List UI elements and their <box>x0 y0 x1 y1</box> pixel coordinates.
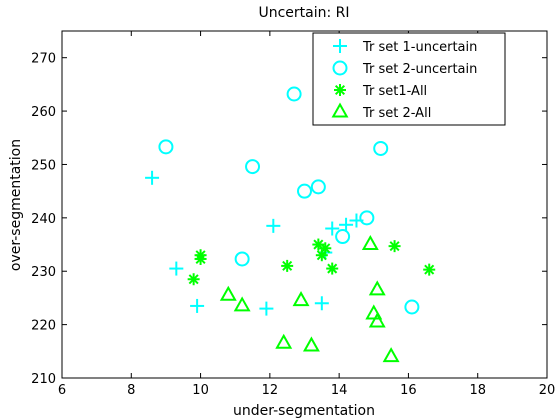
legend-entry: Tr set 2-All <box>362 106 431 121</box>
legend-marker <box>334 84 346 96</box>
legend-entry: Tr set1-All <box>362 84 427 99</box>
y-tick-label: 230 <box>31 265 56 280</box>
data-point-series-4 <box>302 336 320 352</box>
x-tick-label: 10 <box>192 383 209 398</box>
data-point-series-4 <box>382 347 400 363</box>
data-point-series-2 <box>373 140 389 156</box>
data-point-series-2 <box>335 229 351 245</box>
data-point-series-1 <box>259 301 274 316</box>
axis-ticks: 6 8 10 12 14 16 18 20 210 220 230 240 250 260 270 <box>31 31 555 398</box>
x-tick-label: 18 <box>469 383 486 398</box>
x-tick-label: 16 <box>400 383 417 398</box>
x-tick-label: 12 <box>262 383 279 398</box>
data-point-series-2 <box>359 210 375 226</box>
data-point-series-1 <box>145 170 160 185</box>
data-point-series-4 <box>361 234 379 251</box>
y-axis-label: over-segmentation <box>8 139 24 271</box>
data-point-series-4 <box>292 291 310 307</box>
x-axis-label: under-segmentation <box>233 403 375 419</box>
data-point-series-2 <box>245 159 261 175</box>
x-tick-label: 20 <box>539 383 556 398</box>
data-point-series-1 <box>266 218 281 233</box>
data-point-series-2 <box>310 179 326 195</box>
legend-marker <box>333 39 347 53</box>
x-tick-label: 8 <box>127 383 135 398</box>
legend-marker <box>332 60 348 76</box>
data-point-series-3 <box>281 259 294 272</box>
data-point-series-2 <box>404 299 420 315</box>
data-point-series-2 <box>297 183 312 199</box>
data-point-series-1 <box>314 296 329 311</box>
data-point-series-2 <box>234 251 250 267</box>
data-point-series-1 <box>190 298 205 313</box>
x-tick-label: 6 <box>58 383 66 398</box>
legend: Tr set 1-uncertain Tr set 2-uncertain Tr s… <box>312 32 506 126</box>
data-point-series-1 <box>169 261 184 276</box>
data-point-series-1 <box>339 217 354 232</box>
data-point-series-3 <box>319 242 332 255</box>
data-point-series-3 <box>187 273 200 286</box>
legend-entry: Tr set 1-uncertain <box>362 40 477 55</box>
data-point-series-4 <box>365 304 383 320</box>
y-tick-label: 250 <box>31 158 56 173</box>
chart-title: Uncertain: RI <box>258 5 349 21</box>
data-point-series-4 <box>275 333 293 349</box>
data-point-series-2 <box>158 139 174 155</box>
data-point-series-1 <box>325 221 340 236</box>
legend-marker <box>331 102 349 118</box>
y-tick-label: 270 <box>31 52 56 67</box>
y-tick-label: 260 <box>31 105 56 120</box>
data-point-series-4 <box>368 280 386 296</box>
data-point-series-3 <box>388 240 401 253</box>
y-tick-label: 240 <box>31 212 56 227</box>
data-point-series-4 <box>233 296 251 312</box>
data-point-series-4 <box>219 285 237 301</box>
data-point-series-4 <box>368 312 386 328</box>
legend-box <box>312 32 506 126</box>
data-point-series-3 <box>423 263 436 276</box>
legend-entry: Tr set 2-uncertain <box>362 62 477 77</box>
y-tick-label: 220 <box>31 319 56 334</box>
y-tick-label: 210 <box>31 372 56 387</box>
data-point-series-3 <box>326 262 339 275</box>
data-marks <box>145 86 436 363</box>
data-point-series-2 <box>286 86 302 102</box>
x-tick-label: 14 <box>331 383 348 398</box>
data-point-series-3 <box>194 249 207 262</box>
